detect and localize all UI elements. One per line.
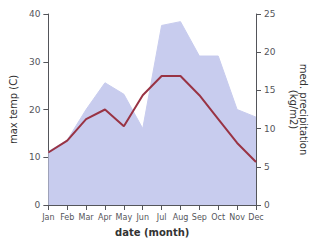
- svg-text:Mar: Mar: [79, 213, 95, 222]
- svg-text:Jan: Jan: [41, 213, 54, 222]
- svg-text:20: 20: [29, 105, 41, 115]
- svg-text:20: 20: [264, 47, 276, 57]
- svg-text:Oct: Oct: [211, 213, 225, 222]
- svg-text:Aug: Aug: [173, 213, 189, 222]
- svg-text:40: 40: [29, 9, 41, 19]
- svg-text:Jun: Jun: [135, 213, 149, 222]
- svg-text:Sep: Sep: [192, 213, 207, 222]
- svg-text:Nov: Nov: [229, 213, 245, 222]
- svg-text:10: 10: [29, 152, 41, 162]
- svg-text:max temp (C): max temp (C): [8, 75, 19, 144]
- svg-text:(kg/m2): (kg/m2): [288, 90, 299, 130]
- svg-text:5: 5: [264, 162, 270, 172]
- svg-text:Feb: Feb: [60, 213, 74, 222]
- svg-text:10: 10: [264, 124, 276, 134]
- svg-text:Dec: Dec: [248, 213, 263, 222]
- svg-text:Apr: Apr: [98, 213, 113, 222]
- svg-text:30: 30: [29, 57, 41, 67]
- svg-text:0: 0: [35, 200, 41, 210]
- svg-text:25: 25: [264, 9, 275, 19]
- svg-text:15: 15: [264, 85, 275, 95]
- svg-text:0: 0: [264, 200, 270, 210]
- svg-text:date (month): date (month): [115, 227, 189, 238]
- svg-text:med. precipitation: med. precipitation: [297, 63, 309, 156]
- svg-text:May: May: [116, 213, 133, 222]
- svg-text:Jul: Jul: [156, 213, 167, 222]
